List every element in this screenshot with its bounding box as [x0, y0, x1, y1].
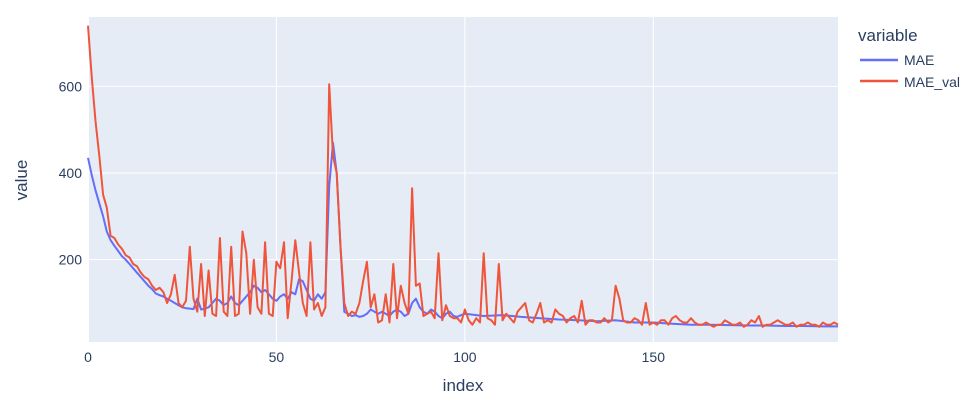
series-group[interactable]	[87, 25, 839, 328]
x-axis-title: index	[443, 376, 484, 395]
legend-label-mae-val: MAE_val	[904, 74, 960, 90]
x-tick-label: 100	[453, 349, 477, 365]
legend-title: variable	[858, 26, 918, 45]
x-tick-label: 150	[642, 349, 666, 365]
legend-label-mae: MAE	[904, 52, 934, 68]
legend: variable MAE MAE_val	[858, 26, 960, 90]
legend-item-mae[interactable]: MAE	[860, 52, 934, 68]
series-line-mae-val[interactable]	[87, 25, 839, 328]
y-tick-label: 400	[59, 165, 83, 181]
ticks: 0 50 100 150 200 400 600	[59, 78, 666, 365]
y-axis-title: value	[12, 160, 31, 201]
x-tick-label: 50	[269, 349, 285, 365]
legend-item-mae-val[interactable]: MAE_val	[860, 74, 960, 90]
plot-background	[88, 17, 838, 342]
x-tick-label: 0	[84, 349, 92, 365]
y-tick-label: 600	[59, 78, 83, 94]
y-tick-label: 200	[59, 252, 83, 268]
grid	[87, 17, 838, 342]
